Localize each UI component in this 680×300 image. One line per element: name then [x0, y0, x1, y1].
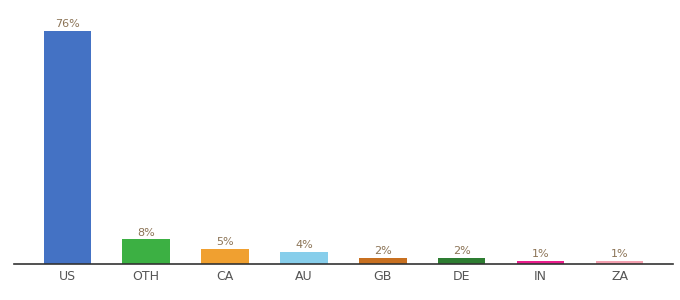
Text: 5%: 5% [216, 237, 234, 247]
Bar [438, 258, 486, 264]
Text: 2%: 2% [453, 246, 471, 256]
Text: 1%: 1% [611, 249, 628, 260]
Bar [201, 249, 249, 264]
Text: 2%: 2% [374, 246, 392, 256]
Bar [359, 258, 407, 264]
Text: 8%: 8% [137, 228, 155, 238]
Bar [44, 31, 91, 264]
Bar [517, 261, 564, 264]
Bar [596, 261, 643, 264]
Text: 76%: 76% [55, 19, 80, 29]
Bar [122, 239, 170, 264]
Text: 1%: 1% [532, 249, 549, 260]
Text: 4%: 4% [295, 240, 313, 250]
Bar [280, 252, 328, 264]
